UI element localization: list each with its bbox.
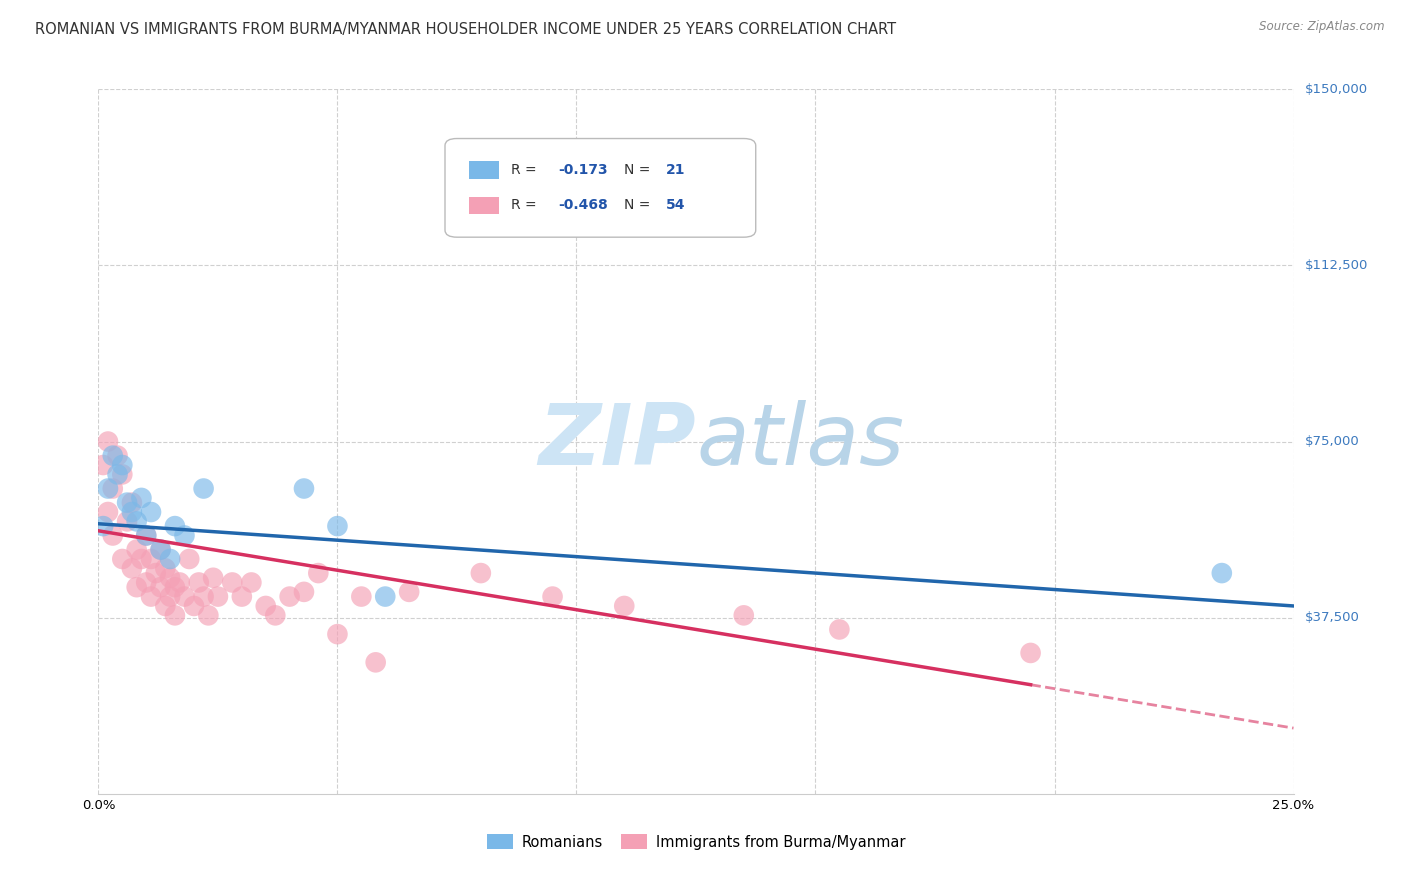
Point bbox=[326, 519, 349, 533]
Text: ZIP: ZIP bbox=[538, 400, 696, 483]
Point bbox=[163, 608, 186, 623]
Point bbox=[131, 491, 153, 505]
Point bbox=[107, 449, 129, 463]
Text: ROMANIAN VS IMMIGRANTS FROM BURMA/MYANMAR HOUSEHOLDER INCOME UNDER 25 YEARS CORR: ROMANIAN VS IMMIGRANTS FROM BURMA/MYANMA… bbox=[35, 22, 896, 37]
Point bbox=[169, 575, 191, 590]
Text: $75,000: $75,000 bbox=[1305, 435, 1360, 448]
Point bbox=[101, 528, 124, 542]
Point bbox=[139, 552, 162, 566]
Point bbox=[125, 515, 148, 529]
Point bbox=[163, 519, 186, 533]
Point bbox=[193, 482, 215, 496]
Point bbox=[145, 566, 167, 580]
Point bbox=[173, 528, 195, 542]
Point bbox=[121, 561, 143, 575]
Point bbox=[97, 482, 120, 496]
Point bbox=[733, 608, 755, 623]
Text: atlas: atlas bbox=[696, 400, 904, 483]
Point bbox=[135, 575, 157, 590]
FancyBboxPatch shape bbox=[470, 196, 499, 214]
Point bbox=[155, 561, 177, 575]
Point bbox=[101, 482, 124, 496]
Text: $37,500: $37,500 bbox=[1305, 611, 1360, 624]
Point bbox=[828, 623, 851, 637]
Point bbox=[254, 599, 277, 613]
Point bbox=[163, 580, 186, 594]
Point bbox=[149, 542, 172, 557]
Text: -0.173: -0.173 bbox=[558, 163, 609, 178]
Point bbox=[111, 458, 134, 472]
Point bbox=[97, 434, 120, 449]
Point bbox=[231, 590, 253, 604]
FancyBboxPatch shape bbox=[470, 161, 499, 179]
FancyBboxPatch shape bbox=[446, 138, 756, 237]
Text: 21: 21 bbox=[666, 163, 686, 178]
Point bbox=[121, 505, 143, 519]
Text: Source: ZipAtlas.com: Source: ZipAtlas.com bbox=[1260, 20, 1385, 33]
Point bbox=[115, 515, 138, 529]
Point bbox=[292, 585, 315, 599]
Point bbox=[91, 458, 114, 472]
Point bbox=[613, 599, 636, 613]
Text: N =: N = bbox=[624, 163, 655, 178]
Point bbox=[139, 590, 162, 604]
Text: 54: 54 bbox=[666, 199, 686, 212]
Point bbox=[131, 552, 153, 566]
Point bbox=[115, 495, 138, 509]
Point bbox=[135, 528, 157, 542]
Point bbox=[1019, 646, 1042, 660]
Point bbox=[292, 482, 315, 496]
Point bbox=[97, 505, 120, 519]
Point bbox=[111, 552, 134, 566]
Point bbox=[197, 608, 219, 623]
Point bbox=[374, 590, 396, 604]
Point bbox=[207, 590, 229, 604]
Point bbox=[125, 542, 148, 557]
Text: R =: R = bbox=[510, 199, 541, 212]
Point bbox=[1211, 566, 1233, 580]
Point bbox=[155, 599, 177, 613]
Point bbox=[91, 519, 114, 533]
Point bbox=[159, 590, 181, 604]
Point bbox=[202, 571, 225, 585]
Text: R =: R = bbox=[510, 163, 541, 178]
Text: $112,500: $112,500 bbox=[1305, 259, 1368, 272]
Point bbox=[139, 505, 162, 519]
Point bbox=[101, 449, 124, 463]
Point bbox=[398, 585, 420, 599]
Point bbox=[159, 571, 181, 585]
Point bbox=[364, 656, 387, 670]
Point bbox=[326, 627, 349, 641]
Legend: Romanians, Immigrants from Burma/Myanmar: Romanians, Immigrants from Burma/Myanmar bbox=[479, 827, 912, 857]
Point bbox=[221, 575, 243, 590]
Point bbox=[187, 575, 209, 590]
Point bbox=[240, 575, 263, 590]
Point bbox=[111, 467, 134, 482]
Point bbox=[149, 542, 172, 557]
Point bbox=[149, 580, 172, 594]
Point bbox=[193, 590, 215, 604]
Point bbox=[183, 599, 205, 613]
Point bbox=[278, 590, 301, 604]
Point bbox=[470, 566, 492, 580]
Text: -0.468: -0.468 bbox=[558, 199, 609, 212]
Point bbox=[125, 580, 148, 594]
Point bbox=[135, 528, 157, 542]
Point bbox=[159, 552, 181, 566]
Text: N =: N = bbox=[624, 199, 655, 212]
Point bbox=[350, 590, 373, 604]
Text: $150,000: $150,000 bbox=[1305, 83, 1368, 95]
Point bbox=[307, 566, 329, 580]
Point bbox=[541, 590, 564, 604]
Point bbox=[173, 590, 195, 604]
Point bbox=[121, 495, 143, 509]
Point bbox=[179, 552, 201, 566]
Point bbox=[107, 467, 129, 482]
Point bbox=[264, 608, 287, 623]
